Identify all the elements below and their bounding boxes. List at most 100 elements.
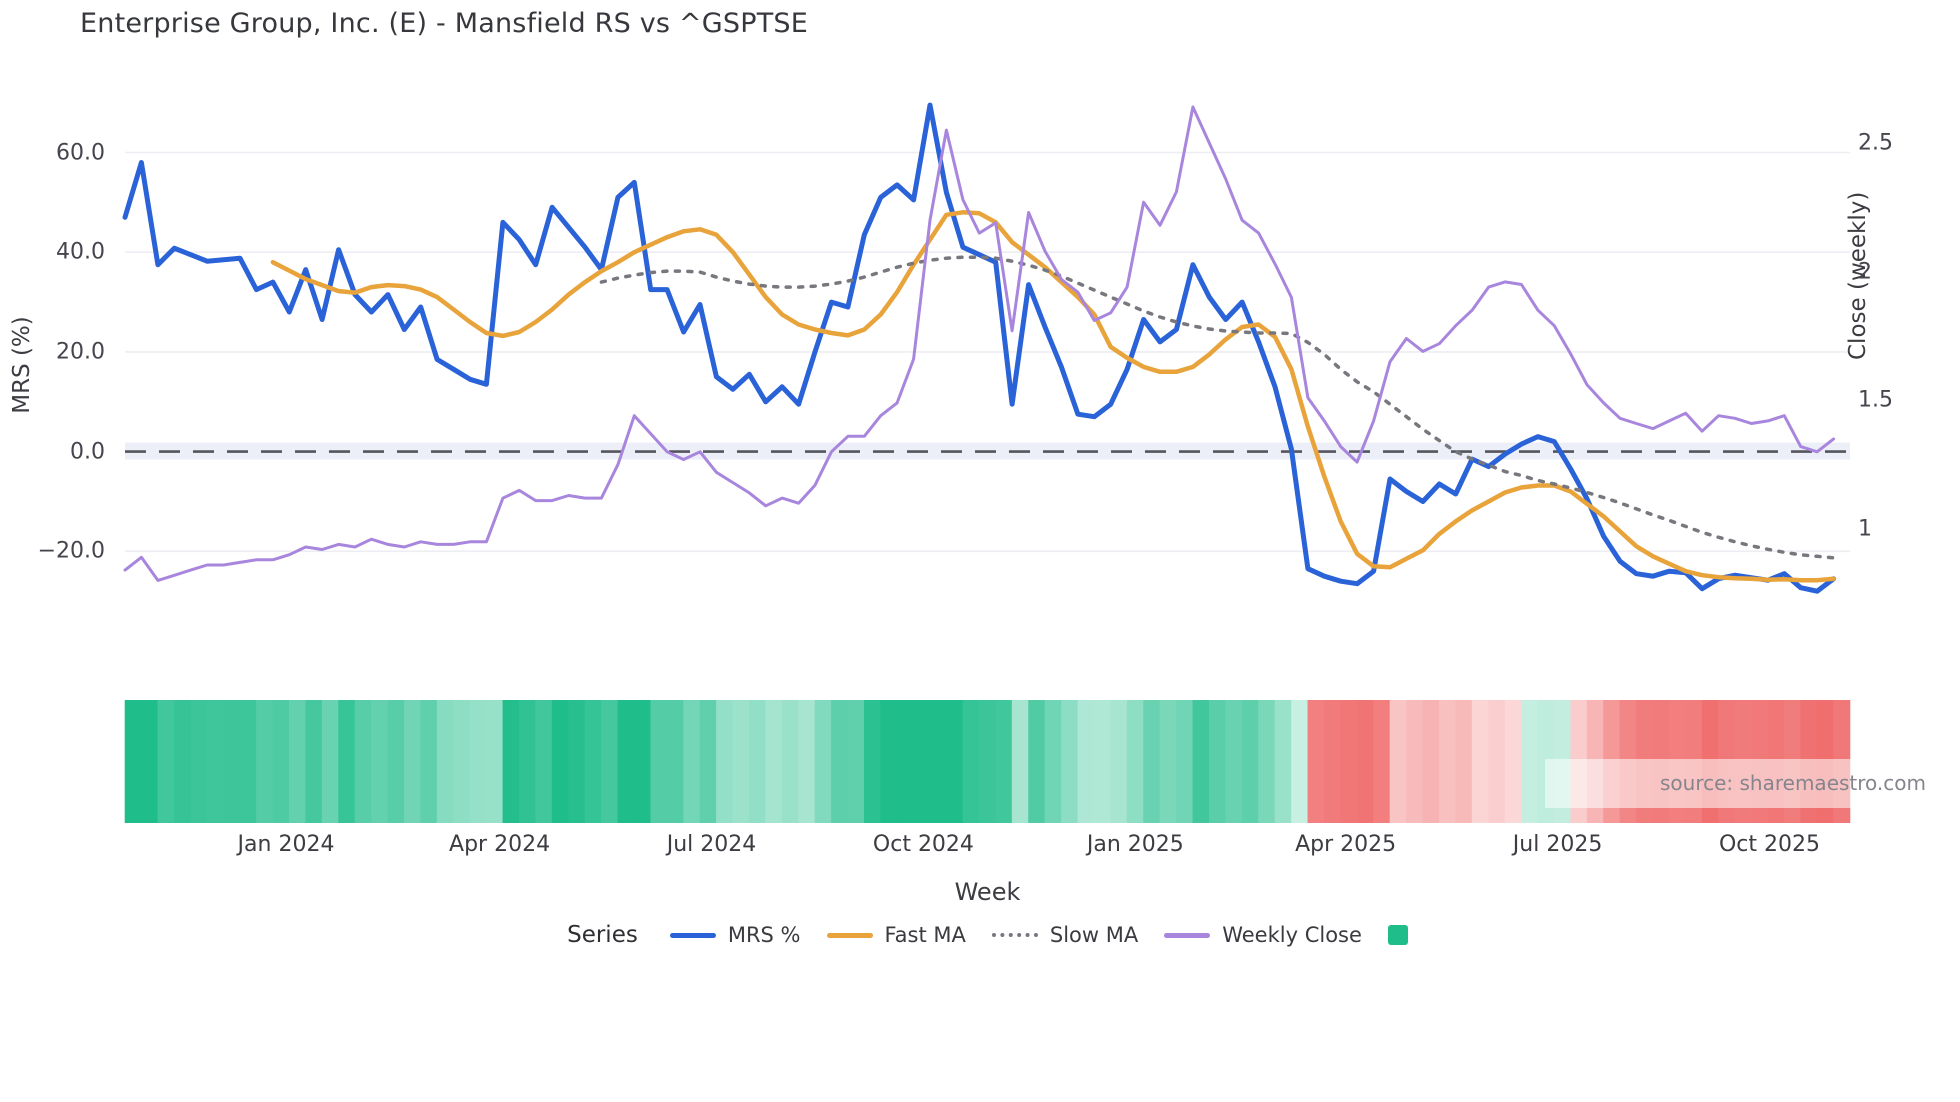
heatmap-cell — [880, 700, 898, 823]
legend-label: Slow MA — [1049, 923, 1139, 947]
heatmap-cell — [141, 700, 159, 823]
heatmap-cell — [781, 700, 799, 823]
x-axis-title: Week — [954, 878, 1021, 906]
heatmap-cell — [814, 700, 832, 823]
chart-title: Enterprise Group, Inc. (E) - Mansfield R… — [80, 8, 808, 39]
heatmap-cell — [863, 700, 882, 823]
legend-label: Fast MA — [884, 923, 966, 947]
right-tick-label: 1.5 — [1858, 387, 1893, 413]
heatmap-cell — [617, 700, 635, 823]
legend-item-fast-ma: Fast MA — [826, 923, 966, 947]
heatmap-cell — [518, 700, 537, 823]
heatmap-cell — [748, 700, 767, 823]
heatmap-cell — [633, 700, 652, 823]
heatmap-cell — [321, 700, 339, 823]
heatmap-cell — [650, 700, 668, 823]
series-line-fast-ma — [270, 210, 1836, 583]
line-swatch-icon — [669, 932, 716, 938]
heatmap-cell — [1340, 700, 1358, 823]
heatmap-cell — [1143, 700, 1161, 823]
heatmap-cell — [1192, 700, 1210, 823]
heatmap-cell — [683, 700, 701, 823]
heatmap-cell — [1028, 700, 1046, 823]
heatmap-cell — [1225, 700, 1243, 823]
legend-label: Weekly Close — [1222, 923, 1362, 947]
heatmap-cell — [1455, 700, 1473, 823]
heatmap-cell — [929, 700, 947, 823]
heatmap-cell — [256, 700, 274, 823]
legend-title: Series — [567, 922, 638, 948]
heatmap-cell — [1471, 700, 1489, 823]
heatmap-cell — [1422, 700, 1440, 823]
heatmap-cell — [190, 700, 208, 823]
x-tick-label: Jul 2024 — [666, 832, 757, 857]
heatmap-cell — [239, 700, 257, 823]
right-tick-label: 2 — [1858, 259, 1872, 285]
heatmap-cell — [1274, 700, 1292, 823]
line-swatch-icon — [991, 933, 1038, 937]
heatmap-cell — [1438, 700, 1457, 823]
heatmap-cell — [1061, 700, 1079, 823]
heatmap-cell — [420, 700, 438, 823]
heatmap-cell — [601, 700, 619, 823]
left-tick-label: 60.0 — [56, 140, 105, 165]
heatmap-cell — [1077, 700, 1095, 823]
heatmap-cell — [223, 700, 241, 823]
heatmap-cell — [453, 700, 471, 823]
heatmap-cell — [1521, 700, 1539, 823]
heatmap-cell — [1356, 700, 1374, 823]
heatmap-cell — [486, 700, 504, 823]
heatmap-cell — [798, 700, 816, 823]
heatmap-cell — [354, 700, 372, 823]
heatmap-cell — [1110, 700, 1128, 823]
heatmap-cell — [1176, 700, 1194, 823]
heatmap-cell — [502, 700, 520, 823]
heatmap-cell — [995, 700, 1013, 823]
heatmap-cell — [173, 700, 192, 823]
heatmap-cell — [1488, 700, 1506, 823]
heatmap-cell — [765, 700, 783, 823]
x-tick-label: Apr 2025 — [1295, 832, 1397, 857]
heatmap-cell — [305, 700, 323, 823]
heatmap-cell — [699, 700, 717, 823]
heatmap-cell — [535, 700, 553, 823]
heatmap-cell — [584, 700, 602, 823]
heatmap-cell — [1406, 700, 1424, 823]
x-tick-label: Apr 2024 — [449, 832, 551, 857]
heatmap-cell — [338, 700, 356, 823]
heatmap-cell — [568, 700, 586, 823]
legend-item-heatmap — [1387, 925, 1408, 945]
heatmap-cell — [1258, 700, 1276, 823]
heatmap-cell — [1307, 700, 1325, 823]
heatmap-cell — [272, 700, 290, 823]
heatmap-cell — [1126, 700, 1144, 823]
heatmap-cell — [1044, 700, 1062, 823]
heatmap-cell — [1011, 700, 1029, 823]
series-line-mrs- — [122, 102, 1837, 594]
series-line-weekly-close — [123, 105, 1836, 582]
legend: Series MRS % Fast MA Slow MA Weekly Close — [125, 922, 1850, 948]
line-swatch-icon — [826, 932, 873, 938]
left-axis-title: MRS (%) — [9, 316, 35, 414]
left-tick-label: −20.0 — [37, 538, 105, 564]
heatmap-cell — [124, 700, 142, 823]
legend-item-weekly-close: Weekly Close — [1164, 923, 1362, 947]
heatmap-cell — [847, 700, 865, 823]
heatmap-cell — [387, 700, 405, 823]
right-tick-label: 1 — [1858, 516, 1872, 542]
heatmap-cell — [469, 700, 487, 823]
legend-label: MRS % — [727, 923, 801, 947]
heatmap-cell — [962, 700, 980, 823]
left-tick-label: 0.0 — [70, 439, 105, 465]
heatmap-cell — [1208, 700, 1227, 823]
heatmap-cell — [288, 700, 307, 823]
heatmap-cell — [436, 700, 454, 823]
heatmap-cell — [896, 700, 914, 823]
x-tick-label: Oct 2025 — [1718, 832, 1821, 857]
heatmap-cell — [1373, 700, 1391, 823]
x-tick-label: Jul 2025 — [1512, 832, 1603, 857]
legend-item-mrs-: MRS % — [669, 923, 801, 947]
x-tick-label: Jan 2025 — [1086, 832, 1184, 857]
heatmap-cell — [716, 700, 734, 823]
